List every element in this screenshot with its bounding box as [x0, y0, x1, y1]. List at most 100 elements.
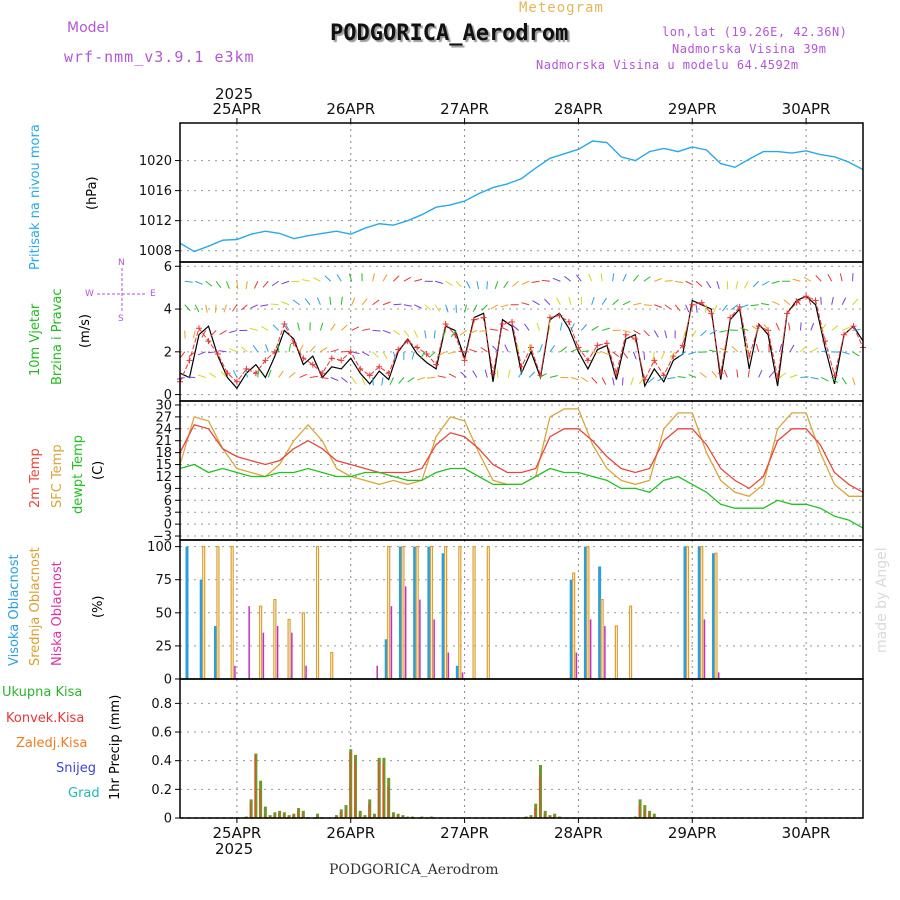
high-cloud-bar [583, 546, 587, 679]
y-tick-label: 0.8 [151, 697, 172, 712]
wind-arrow [288, 343, 292, 352]
gust-marker [594, 342, 601, 349]
wind-arrow [852, 328, 861, 331]
convective-rain-bar [273, 815, 275, 818]
gust-marker [584, 357, 591, 364]
low-cloud-bar [262, 632, 265, 679]
wind-arrow [413, 330, 419, 338]
wind-arrow [176, 376, 185, 380]
wind-arrow [351, 297, 356, 305]
y-tick-label: 50 [155, 606, 172, 621]
wind-arrow [831, 377, 838, 384]
low-cloud-bar [575, 652, 578, 679]
precip-panel-frame [179, 678, 864, 819]
wind-arrow [524, 323, 530, 331]
dewpoint-line [179, 463, 864, 529]
wind-arrow [392, 351, 396, 360]
convective-rain-bar [249, 802, 252, 818]
wind-arrow [713, 304, 718, 313]
wind-arrow [591, 296, 595, 305]
convective-rain-bar [643, 809, 645, 818]
wind-arrow [632, 351, 637, 360]
gust-marker [708, 310, 715, 317]
y-tick-label: 1008 [139, 244, 172, 259]
wind-arrow [647, 377, 655, 384]
wind-arrow [434, 304, 440, 312]
wind-arrow [351, 377, 357, 385]
wind-arrow [205, 304, 208, 313]
wind-arrow [489, 328, 498, 331]
wind-arrow [220, 371, 227, 378]
gust-marker [575, 344, 582, 351]
wind-arrow [382, 351, 388, 359]
wind-arrow [291, 280, 300, 283]
wind-arrow [622, 300, 631, 306]
watermark: made by Angel [874, 547, 890, 653]
y-tick-label: 6 [164, 494, 172, 509]
wind-arrow [664, 330, 668, 339]
gust-marker [746, 353, 753, 360]
legend-convective-rain: Konvek.Kisa [6, 711, 85, 726]
cloud-unit: (%) [91, 595, 106, 619]
wind-arrow [362, 328, 371, 331]
wind-arrow [568, 296, 572, 305]
convective-rain-bar [353, 760, 356, 818]
mid-cloud-bar [202, 546, 206, 680]
mid-cloud-bar [330, 651, 334, 680]
year-top: 2025 [215, 85, 254, 103]
wind-arrow [810, 376, 819, 380]
wind-arrow [664, 304, 672, 310]
low-cloud-bar [234, 665, 236, 679]
low-cloud-bar [461, 672, 464, 679]
wind-arrow [429, 351, 436, 358]
gust-marker [281, 321, 288, 328]
wind-arrow [695, 280, 703, 287]
mid-cloud-bar [301, 612, 305, 680]
wind-arrow [393, 303, 402, 306]
wind-arrow [633, 274, 639, 282]
gust-marker [186, 357, 193, 364]
day-label-top: 26APR [326, 100, 375, 118]
wind-arrow [852, 298, 859, 306]
wind-arrow [372, 377, 374, 386]
y-tick-label: 0.4 [151, 754, 172, 769]
convective-rain-bar [282, 815, 285, 818]
y-tick-label: 100 [147, 540, 172, 555]
temperature-panel-frame [179, 400, 864, 541]
wind-arrow [372, 299, 380, 306]
wind-arrow [469, 348, 478, 353]
wind-unit: (m/s) [78, 314, 93, 348]
compass-n: N [118, 258, 125, 268]
wind-arrow [772, 300, 780, 306]
wind-arrow [528, 343, 531, 352]
wind-arrow [591, 377, 598, 384]
wind-arrow [481, 304, 488, 311]
wind-arrow [232, 370, 238, 378]
wind-arrow [591, 325, 599, 331]
legend-snow: Snijeg [56, 761, 96, 776]
wind-arrow [570, 348, 579, 353]
wind-arrow [433, 330, 436, 339]
convective-rain-bar [344, 810, 347, 818]
wind-arrow [330, 323, 336, 331]
lonlat: lon,lat (19.26E, 42.36N) [662, 25, 848, 39]
high-cloud-label: Visoka Oblacnost [7, 554, 22, 666]
wind-arrow [643, 276, 651, 282]
y-tick-label: 1020 [139, 154, 172, 169]
wind-arrow [316, 297, 321, 305]
wind-arrow [652, 351, 655, 360]
wind-arrow [260, 304, 269, 307]
convective-rain-bar [382, 763, 384, 818]
wind-arrow [382, 274, 388, 282]
y-tick-label: 18 [155, 446, 172, 461]
wind-arrow [841, 326, 850, 331]
wind-arrow [270, 303, 279, 306]
convective-rain-bar [396, 815, 399, 818]
wind-arrow [788, 322, 791, 331]
wind-arrow [503, 280, 509, 289]
wind-arrow [621, 377, 624, 386]
wind-arrow [740, 304, 749, 309]
wind-arrow [340, 296, 343, 305]
wind-arrow [747, 369, 750, 378]
low-cloud-bar [404, 586, 407, 679]
